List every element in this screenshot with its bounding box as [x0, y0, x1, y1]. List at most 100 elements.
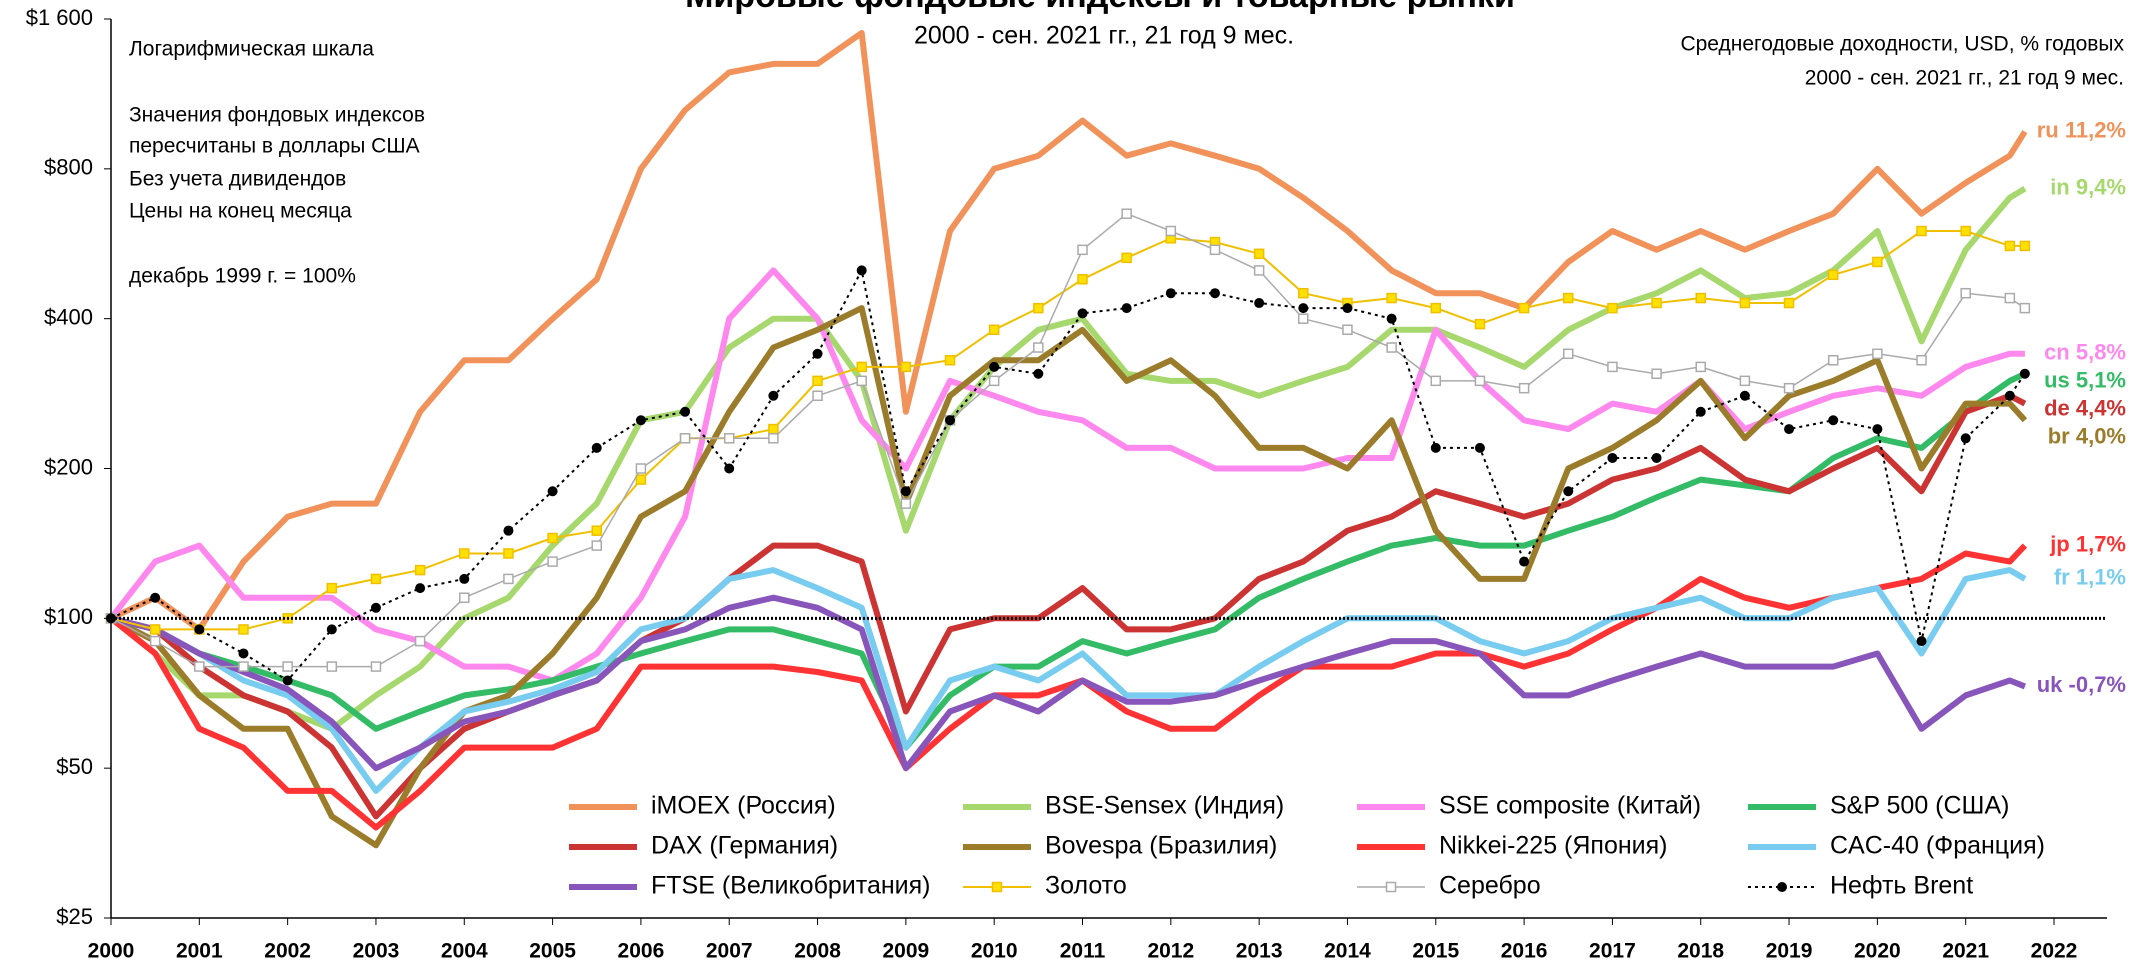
point: [1254, 298, 1265, 309]
legend-label: CAC-40 (Франция): [1830, 832, 2045, 860]
point: [238, 624, 249, 635]
point: [635, 474, 647, 485]
annotation: Цены на конец месяца: [129, 200, 352, 223]
point: [282, 661, 293, 672]
legend-label: Золото: [1045, 872, 1127, 900]
point: [1033, 302, 1044, 314]
legend-label: SSE composite (Китай): [1439, 792, 1701, 820]
point: [547, 486, 558, 497]
point: [1739, 390, 1750, 401]
point: [1651, 297, 1662, 309]
y-tick-label: $400: [44, 304, 93, 329]
point: [1430, 375, 1442, 387]
legend-marker: [1777, 882, 1787, 892]
point: [1121, 208, 1132, 219]
point: [768, 390, 779, 401]
point: [1165, 225, 1177, 237]
end-label: cn 5,8%: [2044, 340, 2126, 365]
point: [1651, 368, 1662, 380]
point: [1960, 225, 1971, 237]
point: [812, 348, 823, 359]
point: [1827, 269, 1839, 281]
point: [238, 648, 249, 659]
point: [768, 423, 779, 435]
point: [1386, 292, 1397, 304]
x-tick-label: 2007: [706, 940, 753, 963]
end-label: de 4,4%: [2044, 396, 2126, 421]
annotation: пересчитаны в доллары США: [129, 135, 420, 158]
series-line: [109, 543, 2028, 831]
point: [459, 548, 470, 559]
point: [1872, 424, 1883, 435]
point: [1386, 313, 1397, 324]
point: [2004, 390, 2015, 401]
point: [149, 624, 161, 635]
point: [1827, 355, 1839, 366]
point: [1474, 318, 1486, 330]
point: [459, 573, 470, 584]
series-line: [110, 371, 2027, 751]
point: [1474, 375, 1486, 387]
point: [1298, 313, 1309, 324]
point: [1474, 442, 1485, 453]
point: [945, 415, 956, 426]
series-line: [110, 392, 2027, 820]
end-label: in 9,4%: [2050, 174, 2126, 199]
point: [635, 463, 647, 474]
point: [370, 573, 382, 585]
point: [2019, 302, 2031, 314]
point: [1563, 292, 1574, 304]
point: [282, 675, 293, 686]
point: [1298, 287, 1309, 299]
x-tick-label: 2010: [971, 940, 1018, 963]
point: [900, 498, 912, 509]
point: [1077, 274, 1088, 285]
x-tick-label: 2022: [2031, 940, 2078, 963]
y-tick-label: $100: [44, 604, 93, 629]
point: [1695, 406, 1706, 417]
point: [1607, 452, 1618, 463]
point: [547, 532, 558, 544]
end-label: jp 1,7%: [2049, 531, 2126, 556]
point: [812, 390, 823, 402]
point: [1386, 342, 1397, 353]
point: [989, 361, 1000, 372]
point: [503, 548, 514, 559]
point: [856, 375, 867, 387]
point: [856, 361, 867, 373]
x-tick-label: 2001: [176, 940, 223, 963]
series-line: [109, 305, 2028, 849]
point: [591, 540, 603, 551]
end-label: uk -0,7%: [2037, 672, 2126, 697]
x-tick-label: 2006: [618, 940, 665, 963]
x-tick-label: 2015: [1412, 940, 1459, 963]
x-tick-label: 2017: [1589, 940, 1636, 963]
point: [768, 433, 779, 444]
y-tick-label: $50: [56, 754, 93, 779]
point: [503, 573, 514, 585]
point: [1872, 256, 1883, 268]
point: [459, 592, 470, 603]
right-note: Среднегодовые доходности, USD, % годовых: [1680, 33, 2124, 56]
point: [503, 525, 514, 536]
annotation: Без учета дивидендов: [129, 168, 346, 191]
legend-label: Серебро: [1439, 872, 1541, 900]
point: [680, 406, 691, 417]
series-line: [110, 594, 2026, 772]
point: [1607, 302, 1618, 314]
legend-label: S&P 500 (США): [1830, 792, 2009, 820]
point: [900, 486, 911, 497]
subtitle: 2000 - сен. 2021 гг., 21 год 9 мес.: [914, 22, 1294, 50]
x-tick-label: 2019: [1766, 940, 1813, 963]
point: [1960, 287, 1971, 299]
point: [988, 324, 1000, 336]
series-line: [108, 267, 2025, 684]
point: [1430, 442, 1441, 453]
point: [635, 415, 646, 426]
point: [150, 592, 161, 603]
point: [1783, 382, 1795, 394]
point: [679, 433, 691, 444]
annotation: Логарифмическая шкала: [129, 38, 374, 61]
point: [1695, 361, 1706, 373]
legend-label: Nikkei-225 (Япония): [1439, 832, 1668, 860]
